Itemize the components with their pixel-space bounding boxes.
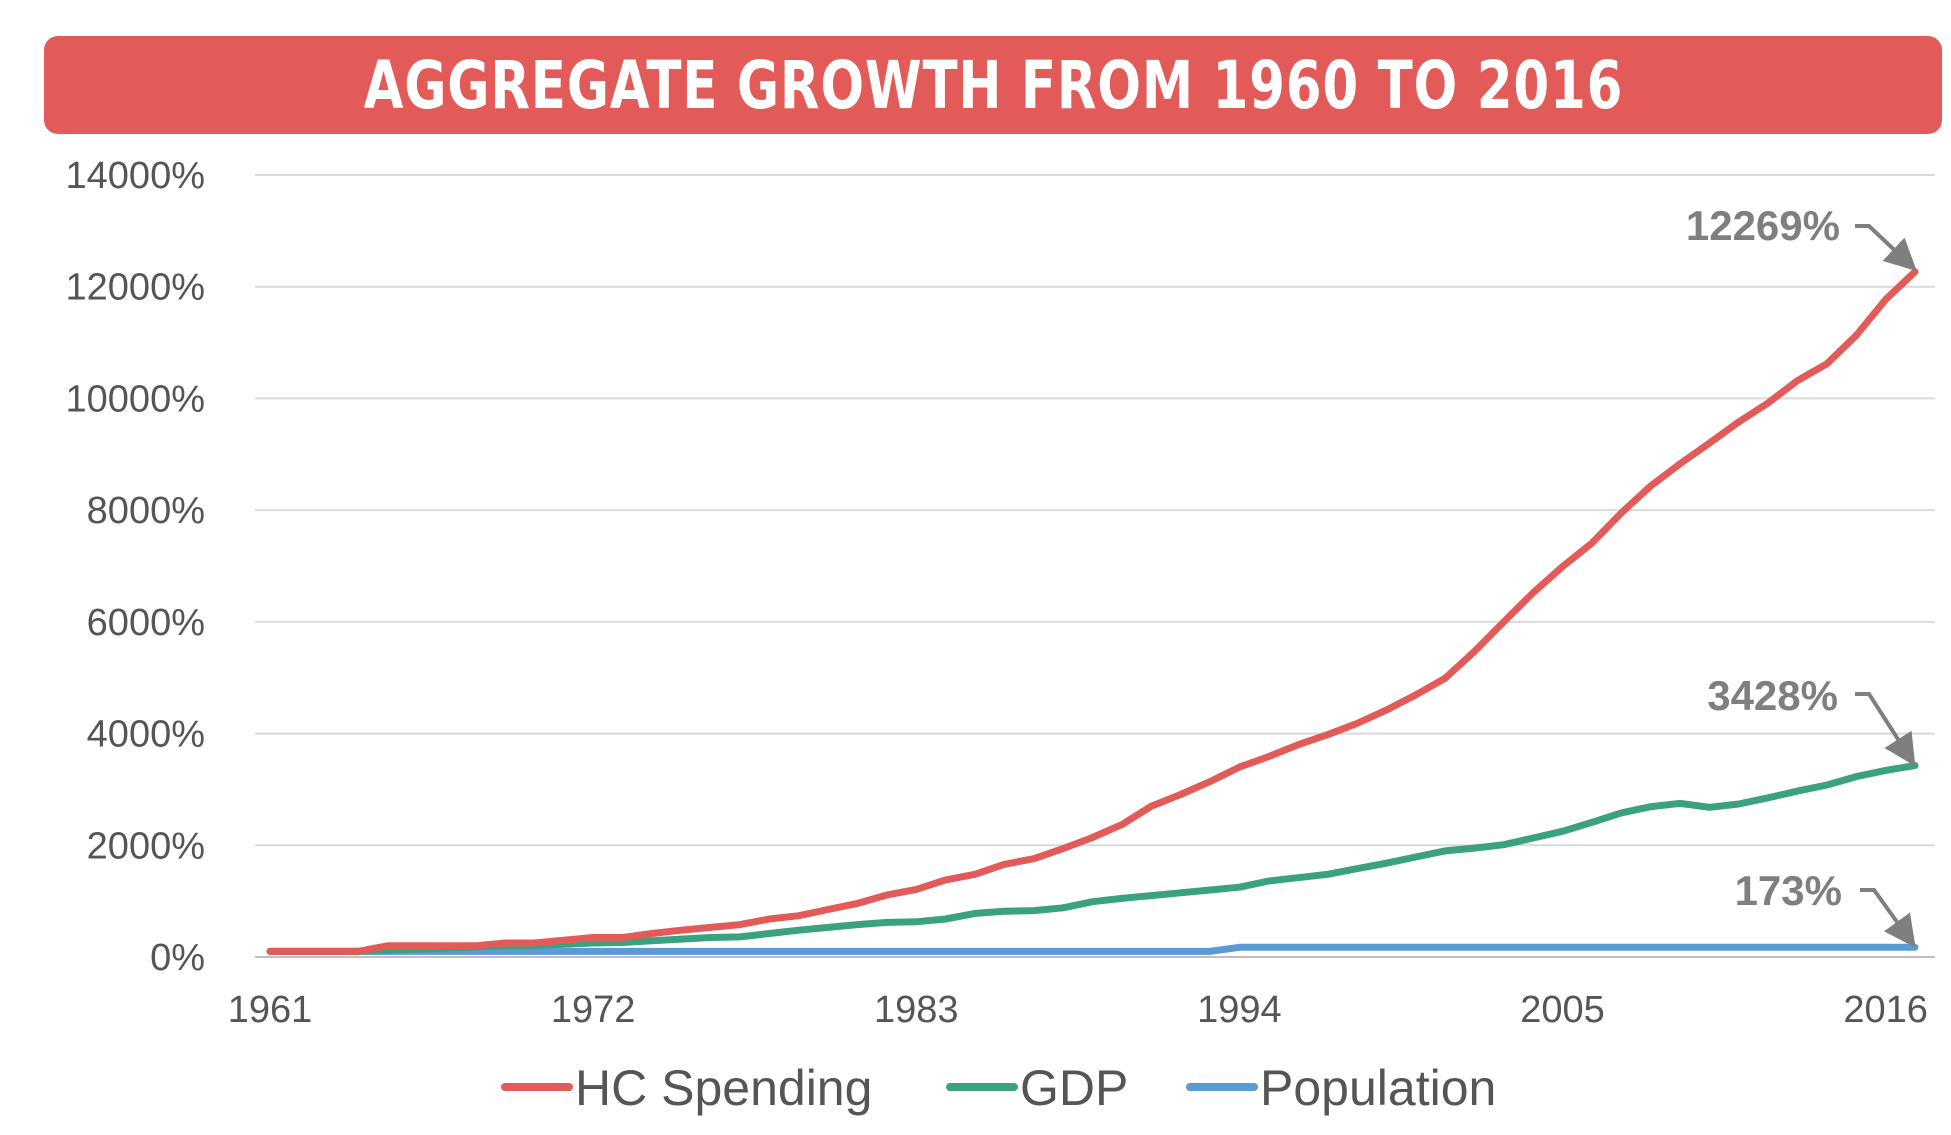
y-tick-label: 6000% — [87, 602, 205, 644]
gridlines — [255, 174, 1935, 958]
legend: HC Spending GDP Population — [501, 1060, 1496, 1116]
chart-title: AGGREGATE GROWTH FROM 1960 TO 2016 — [363, 46, 1623, 124]
annotation-arrow — [1860, 888, 1916, 948]
y-tick-label: 0% — [150, 937, 205, 979]
title-banner: AGGREGATE GROWTH FROM 1960 TO 2016 — [44, 36, 1942, 134]
series-line-hc — [266, 268, 1919, 955]
y-tick-label: 2000% — [87, 825, 205, 867]
x-tick-label: 1972 — [551, 989, 636, 1031]
x-tick-label: 1961 — [228, 989, 313, 1031]
end-value-label: 173% — [1735, 867, 1842, 914]
y-tick-label: 12000% — [66, 267, 205, 309]
legend-label: GDP — [1020, 1060, 1128, 1116]
series-line-pop — [266, 943, 1919, 955]
x-axis-ticks: 1961 1972 1983 1994 2005 2016 — [228, 989, 1928, 1031]
series-line-gdp — [266, 762, 1919, 955]
legend-label: HC Spending — [575, 1060, 872, 1116]
x-tick-label: 2005 — [1520, 989, 1605, 1031]
x-tick-label: 1994 — [1197, 989, 1282, 1031]
end-value-label: 3428% — [1707, 672, 1838, 719]
y-tick-label: 8000% — [87, 490, 205, 532]
annotation-arrow — [1855, 224, 1917, 272]
end-annotations: 12269% 3428% 173% — [1686, 202, 1917, 948]
y-tick-label: 10000% — [66, 378, 205, 420]
legend-label: Population — [1260, 1060, 1496, 1116]
series-lines — [266, 268, 1919, 955]
end-value-label: 12269% — [1686, 202, 1840, 249]
y-tick-label: 4000% — [87, 714, 205, 756]
x-tick-label: 1983 — [874, 989, 959, 1031]
annotation-arrow — [1855, 692, 1916, 767]
y-axis-ticks: 0% 2000% 4000% 6000% 8000% 10000% 12000% 14000% — [66, 155, 205, 979]
y-tick-label: 14000% — [66, 155, 205, 197]
x-tick-label: 2016 — [1843, 989, 1928, 1031]
